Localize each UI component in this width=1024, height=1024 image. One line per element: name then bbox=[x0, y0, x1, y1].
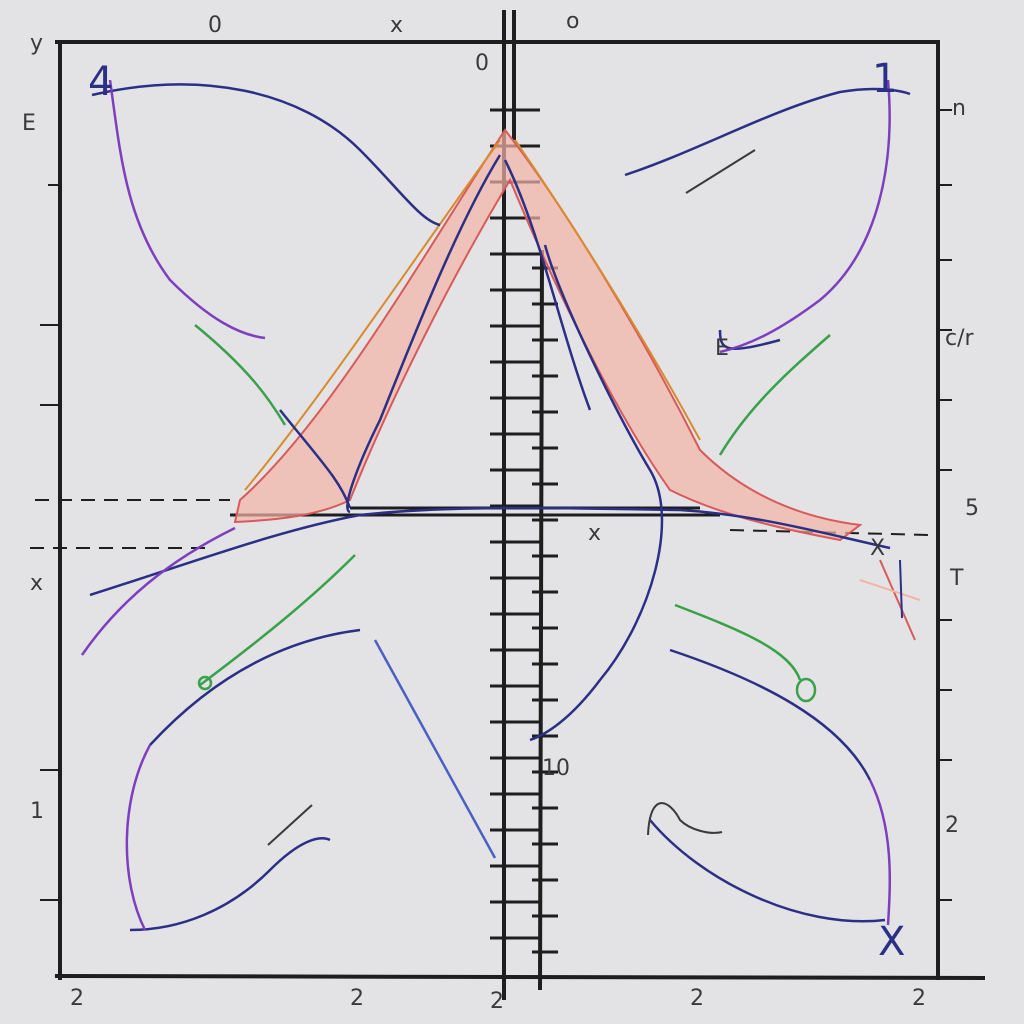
right-label-5: 5 bbox=[965, 496, 979, 521]
left-label-e: E bbox=[22, 111, 36, 136]
corner-label-top-right: 1 bbox=[872, 56, 897, 102]
top-label-0: 0 bbox=[208, 13, 222, 38]
bottom-label-1: 2 bbox=[70, 986, 84, 1011]
bottom-label-3: 2 bbox=[490, 989, 504, 1014]
mid-label-x: X bbox=[870, 536, 885, 561]
top-label-y: y bbox=[30, 31, 43, 56]
bottom-label-4: 2 bbox=[690, 986, 704, 1011]
purple-curves bbox=[80, 79, 892, 931]
right-label-cp: c/r bbox=[945, 326, 975, 351]
right-label-t: T bbox=[949, 566, 964, 591]
frame-ticks bbox=[40, 109, 952, 901]
right-label-n: n bbox=[952, 96, 966, 121]
bottom-label-5: 2 bbox=[912, 986, 926, 1011]
corner-label-bottom-right: X bbox=[878, 919, 905, 965]
axis-label-0: 0 bbox=[475, 51, 489, 76]
right-label-2: 2 bbox=[945, 813, 959, 838]
axis-label-x: x bbox=[588, 521, 601, 546]
left-label-x: x bbox=[30, 571, 43, 596]
letter-e: E bbox=[715, 336, 729, 361]
top-label-x: x bbox=[390, 13, 403, 38]
corner-label-top-left: 4 bbox=[88, 59, 113, 105]
left-label-1: 1 bbox=[30, 799, 44, 824]
green-curves bbox=[194, 324, 831, 703]
scribble-marks bbox=[267, 149, 921, 846]
navy-curves bbox=[89, 83, 911, 932]
top-label-o: o bbox=[566, 9, 579, 34]
frame bbox=[54, 40, 986, 980]
axis-label-10: 10 bbox=[542, 756, 570, 781]
bottom-label-2: 2 bbox=[350, 986, 364, 1011]
salmon-peak-band bbox=[233, 128, 863, 542]
